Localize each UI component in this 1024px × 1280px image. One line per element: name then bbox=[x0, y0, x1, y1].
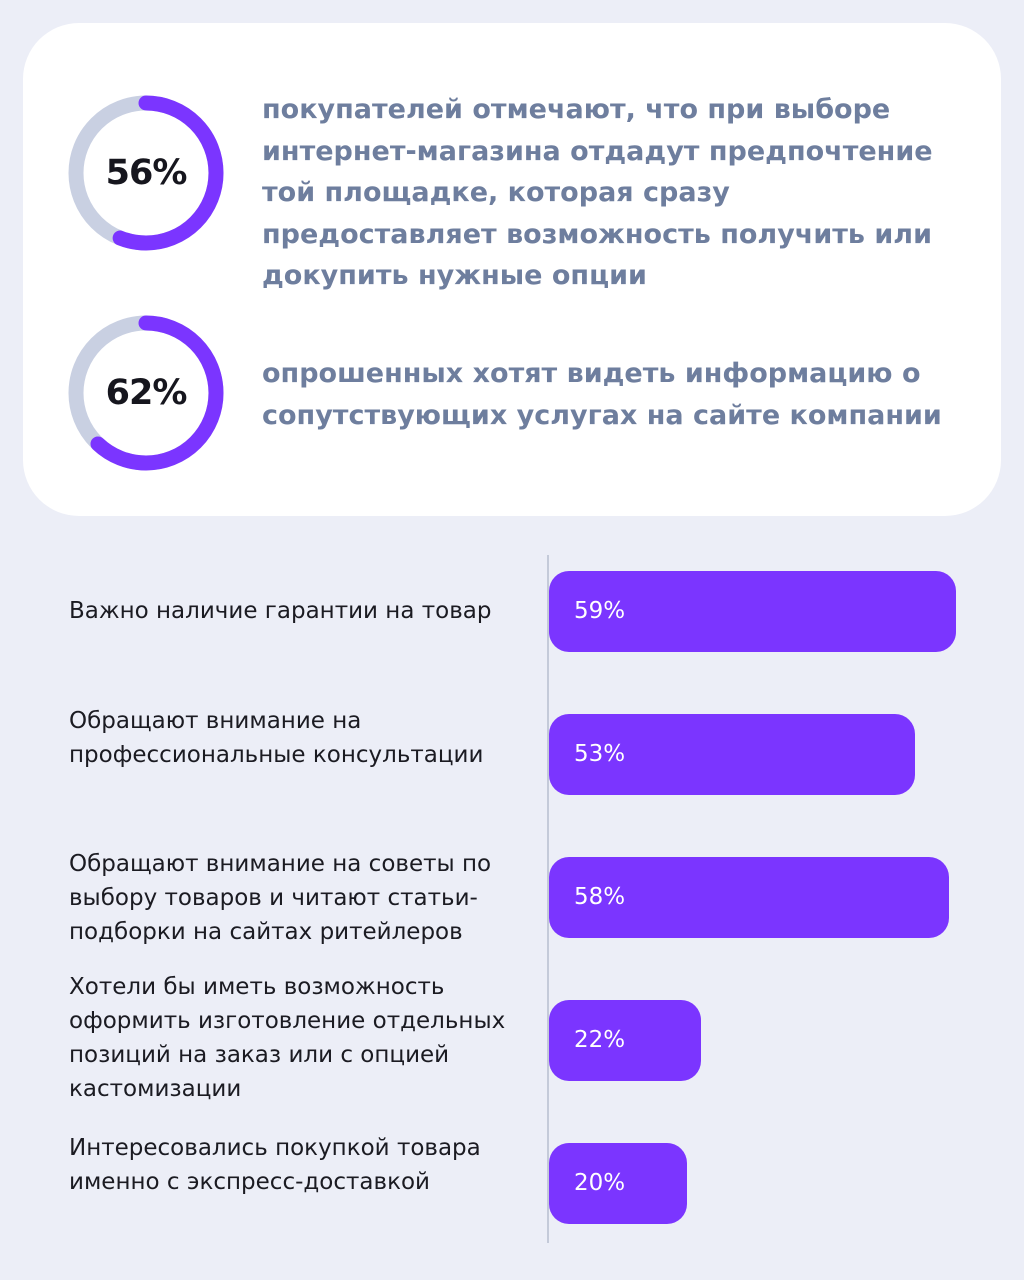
bar-chart: Важно наличие гарантии на товар 59% Обра… bbox=[0, 555, 1024, 1245]
bar: 22% bbox=[549, 1000, 701, 1081]
bar-label: Интересовались покупкой товара именно с … bbox=[69, 1135, 481, 1195]
donut-progress bbox=[68, 315, 224, 471]
bar-value-label: 59% bbox=[574, 598, 626, 624]
bar-label: Хотели бы иметь возможность оформить изг… bbox=[69, 974, 506, 1102]
bar-value-label: 20% bbox=[574, 1170, 626, 1196]
donut-ring bbox=[68, 315, 224, 471]
donut-progress bbox=[68, 95, 224, 251]
donut-ring bbox=[68, 95, 224, 251]
bar-label: Обращают внимание на профессиональные ко… bbox=[69, 708, 484, 768]
donut-chart: 62% bbox=[68, 315, 224, 471]
bar: 59% bbox=[549, 571, 956, 652]
bar: 58% bbox=[549, 857, 950, 938]
donut-value: 62% bbox=[105, 373, 188, 413]
stat-description: покупателей отмечают, что при выборе инт… bbox=[262, 94, 933, 291]
bar-value-label: 58% bbox=[574, 884, 626, 910]
bar-value-label: 53% bbox=[574, 741, 626, 767]
bar: 53% bbox=[549, 714, 915, 795]
donut-value: 56% bbox=[105, 153, 188, 193]
chart-axis-line bbox=[547, 555, 549, 1243]
bar-label: Обращают внимание на советы по выбору то… bbox=[69, 851, 492, 945]
bar-value-label: 22% bbox=[574, 1027, 626, 1053]
donut-chart: 56% bbox=[68, 95, 224, 251]
stat-description: опрошенных хотят видеть информацию о соп… bbox=[262, 358, 942, 431]
bar-label: Важно наличие гарантии на товар bbox=[69, 598, 492, 624]
stats-card: 56% покупателей отмечают, что при выборе… bbox=[23, 23, 1001, 516]
bar: 20% bbox=[549, 1143, 687, 1224]
